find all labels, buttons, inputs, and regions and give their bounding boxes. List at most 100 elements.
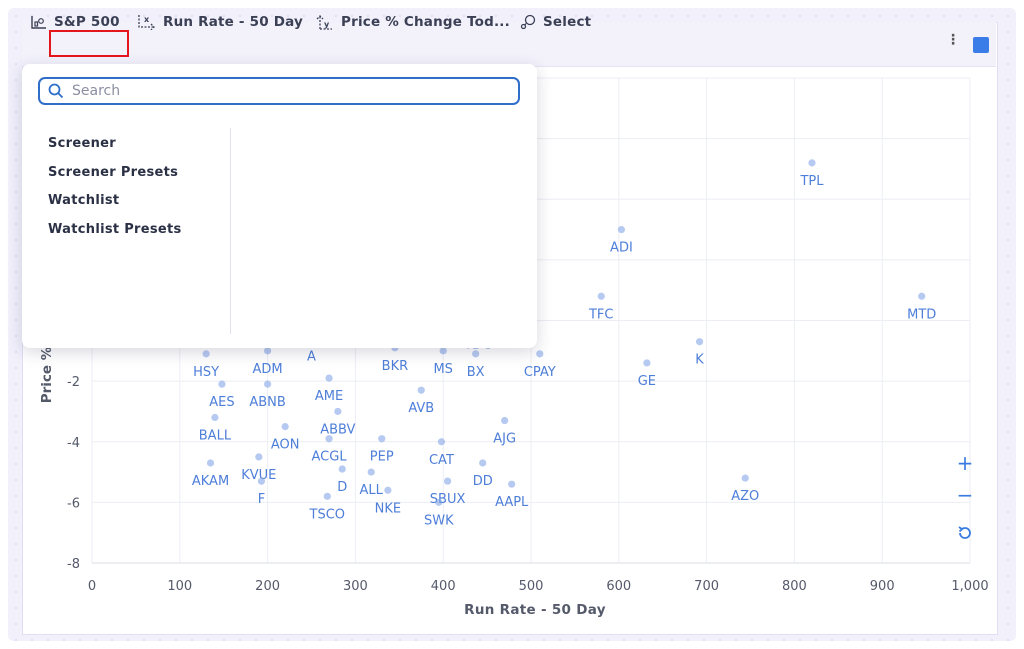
point-label: MS bbox=[433, 362, 452, 377]
reset-icon bbox=[958, 526, 971, 539]
data-point bbox=[435, 498, 443, 506]
point-label: SBUX bbox=[430, 492, 466, 507]
point-label: NKE bbox=[375, 501, 401, 516]
data-point bbox=[325, 374, 333, 382]
data-point bbox=[323, 492, 331, 500]
point-label: AZO bbox=[731, 489, 759, 504]
data-point bbox=[218, 380, 226, 388]
data-point bbox=[264, 347, 272, 355]
svg-text:y: y bbox=[324, 20, 330, 29]
y-axis-icon: y bbox=[316, 15, 332, 30]
y-tick-label: -8 bbox=[67, 557, 80, 572]
point-label: AES bbox=[209, 395, 234, 410]
point-label: CAT bbox=[429, 453, 454, 468]
universe-selector[interactable]: S&P 500 bbox=[31, 0, 120, 44]
point-label: ABNB bbox=[249, 395, 285, 410]
data-point bbox=[367, 468, 375, 476]
x-tick-label: 200 bbox=[255, 579, 280, 594]
point-label: AON bbox=[271, 438, 300, 453]
data-point bbox=[501, 416, 509, 425]
point-label: HSY bbox=[193, 365, 219, 380]
y-metric-label: Price % Change Tod... bbox=[341, 14, 510, 30]
menu-item-watchlist[interactable]: Watchlist bbox=[48, 193, 120, 208]
x-metric-label: Run Rate - 50 Day bbox=[163, 14, 304, 30]
data-point bbox=[597, 292, 605, 300]
data-point bbox=[338, 465, 346, 473]
menu-divider bbox=[230, 128, 231, 334]
y-axis-title: Price % bbox=[39, 346, 55, 403]
data-point bbox=[417, 386, 425, 394]
data-point bbox=[206, 459, 215, 467]
universe-label: S&P 500 bbox=[54, 14, 120, 30]
svg-text:x: x bbox=[144, 15, 150, 24]
x-tick-label: 900 bbox=[870, 579, 895, 594]
point-label: ABBV bbox=[320, 422, 355, 437]
data-point bbox=[334, 407, 342, 416]
x-tick-label: 800 bbox=[782, 579, 807, 594]
point-label: TSCO bbox=[309, 507, 346, 522]
point-label: DD bbox=[473, 474, 493, 489]
x-tick-label: 300 bbox=[343, 579, 368, 594]
x-tick-label: 400 bbox=[431, 579, 456, 594]
data-point bbox=[536, 350, 544, 358]
point-label: BX bbox=[467, 365, 485, 380]
search-box[interactable] bbox=[38, 77, 520, 105]
point-label: ACGL bbox=[312, 450, 348, 465]
data-point bbox=[281, 422, 289, 431]
kebab-icon[interactable]: ⋮ bbox=[946, 32, 960, 48]
color-swatch[interactable] bbox=[973, 37, 989, 53]
point-label: KVUE bbox=[241, 468, 276, 483]
select-label: Select bbox=[543, 14, 592, 30]
data-point bbox=[255, 453, 263, 461]
point-label: F bbox=[258, 492, 265, 507]
data-point bbox=[378, 435, 386, 443]
data-point bbox=[437, 438, 446, 446]
data-point bbox=[695, 338, 704, 346]
point-label: ADM bbox=[253, 362, 283, 377]
point-label: ALL bbox=[360, 483, 384, 498]
data-point bbox=[508, 480, 516, 488]
source-list: Screener Screener Presets Watchlist Watc… bbox=[38, 130, 228, 244]
zoom-in-button[interactable]: + bbox=[956, 451, 974, 475]
chart-type-icon bbox=[31, 16, 46, 29]
point-label: GE bbox=[638, 374, 656, 389]
x-tick-label: 1,000 bbox=[951, 579, 988, 594]
data-point bbox=[211, 413, 219, 422]
data-point bbox=[617, 225, 626, 234]
select-tool[interactable]: Select bbox=[520, 0, 591, 44]
x-axis-icon: x bbox=[138, 15, 155, 30]
data-point bbox=[202, 350, 210, 358]
point-label: D bbox=[337, 480, 347, 495]
data-point bbox=[384, 486, 392, 494]
data-point bbox=[443, 477, 452, 485]
point-label: SWK bbox=[424, 513, 454, 528]
data-point bbox=[479, 459, 487, 467]
search-icon bbox=[48, 83, 64, 99]
menu-item-screener-presets[interactable]: Screener Presets bbox=[48, 164, 179, 180]
data-point bbox=[808, 159, 816, 167]
menu-item-screener[interactable]: Screener bbox=[48, 136, 116, 151]
data-point bbox=[264, 380, 272, 388]
x-tick-label: 100 bbox=[167, 579, 192, 594]
data-point bbox=[741, 474, 749, 482]
data-point bbox=[257, 477, 266, 485]
highlight-box bbox=[49, 30, 129, 57]
universe-dropdown: Screener Screener Presets Watchlist Watc… bbox=[22, 64, 537, 348]
x-axis-metric-selector[interactable]: x Run Rate - 50 Day bbox=[138, 0, 303, 44]
y-axis-metric-selector[interactable]: y Price % Change Tod... bbox=[316, 0, 510, 44]
x-tick-label: 0 bbox=[88, 579, 96, 594]
point-label: TPL bbox=[799, 174, 824, 189]
point-label: K bbox=[695, 353, 704, 368]
search-input[interactable] bbox=[70, 82, 494, 100]
data-point bbox=[472, 350, 480, 358]
point-label: PEP bbox=[370, 450, 394, 465]
point-label: AKAM bbox=[192, 474, 229, 489]
x-tick-label: 600 bbox=[606, 579, 631, 594]
y-tick-label: -2 bbox=[67, 375, 80, 390]
reset-zoom-button[interactable] bbox=[954, 522, 976, 544]
data-point bbox=[918, 292, 926, 300]
menu-item-watchlist-presets[interactable]: Watchlist Presets bbox=[48, 221, 182, 237]
zoom-out-button[interactable]: − bbox=[956, 483, 974, 507]
data-point bbox=[325, 435, 333, 443]
x-tick-label: 700 bbox=[694, 579, 719, 594]
